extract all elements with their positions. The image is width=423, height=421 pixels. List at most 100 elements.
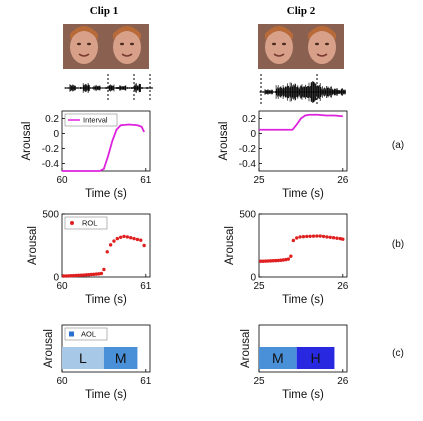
legend-label: AOL	[81, 330, 96, 339]
data-point	[139, 238, 143, 242]
data-point	[291, 238, 296, 243]
panel-label-c: (c)	[392, 348, 404, 359]
y-tick-label: -0.2	[42, 144, 60, 155]
data-point	[82, 273, 86, 277]
data-point	[99, 271, 104, 276]
x-axis-label: Time (s)	[282, 389, 324, 401]
legend: ROL	[64, 216, 108, 230]
data-point	[308, 234, 312, 239]
x-tick-label: 60	[56, 281, 68, 292]
panel-label-a: (a)	[392, 140, 404, 151]
x-tick-label: 61	[140, 175, 152, 186]
level-label-L: L	[79, 350, 87, 366]
data-point	[281, 258, 286, 262]
y-tick-label: -0.4	[42, 159, 60, 170]
plot-scatter-r1-c0: 60 61 500 0 Time (s) Arousal ROL	[27, 210, 152, 307]
x-axis-label: Time (s)	[85, 389, 127, 401]
legend-label: Interval	[83, 116, 108, 125]
data-point	[72, 273, 76, 278]
y-tick-label: -0.4	[239, 159, 257, 170]
data-point	[125, 235, 130, 239]
legend-swatch	[69, 331, 74, 337]
series-line	[259, 113, 343, 131]
data-point	[311, 234, 316, 238]
x-tick-label: 60	[56, 175, 68, 186]
level-label-M: M	[272, 350, 284, 366]
data-point	[258, 259, 263, 263]
audio-waveform-clip-1	[64, 74, 153, 101]
level-label-M: M	[115, 350, 127, 366]
data-point	[269, 259, 273, 263]
plot-frame	[61, 213, 151, 278]
data-point	[92, 272, 96, 277]
y-axis-label: Arousal	[21, 122, 33, 161]
plot-frame	[258, 213, 348, 278]
plot-bar-r2-c0: 60 61 Time (s) Arousal L M AOL	[43, 324, 152, 401]
x-tick-label: 61	[140, 376, 152, 387]
data-point	[118, 235, 123, 240]
y-tick-label: 0.2	[45, 114, 59, 125]
y-tick-label: 500	[239, 210, 256, 221]
data-point	[84, 273, 89, 277]
data-point	[331, 235, 336, 240]
data-point	[67, 274, 71, 278]
data-point	[266, 259, 270, 263]
data-point	[74, 273, 78, 278]
data-point	[315, 234, 319, 238]
plot-scatter-r1-c1: 25 26 500 0 Time (s) Arousal	[224, 210, 349, 307]
data-point	[115, 236, 120, 241]
y-axis-label: Arousal	[240, 329, 252, 368]
data-point	[261, 259, 265, 263]
panel-label-b: (b)	[392, 239, 404, 250]
data-point	[94, 272, 99, 276]
data-point	[61, 274, 66, 278]
data-point	[122, 234, 126, 239]
x-tick-label: 25	[253, 376, 265, 387]
data-point	[64, 274, 68, 278]
data-point	[112, 239, 116, 243]
data-point	[298, 235, 302, 239]
x-axis-label: Time (s)	[282, 188, 324, 200]
data-point	[264, 259, 268, 263]
legend-label: ROL	[82, 219, 97, 228]
x-tick-label: 26	[337, 281, 349, 292]
x-tick-label: 25	[253, 175, 265, 186]
data-point	[318, 234, 322, 238]
y-axis-label: Arousal	[218, 122, 230, 161]
data-point	[301, 234, 306, 239]
legend-box	[64, 216, 108, 230]
data-point	[321, 234, 326, 239]
data-point	[97, 272, 101, 276]
data-point	[295, 236, 299, 240]
data-point	[271, 259, 275, 263]
data-point	[135, 237, 140, 242]
data-point	[286, 257, 291, 261]
level-segment-H	[296, 347, 335, 369]
plot-bar-r2-c1: 25 26 Time (s) Arousal M H	[240, 324, 349, 401]
legend: AOL	[64, 327, 108, 341]
plot-line-r0-c1: 25 26 0.2 0 -0.2 -0.4 Time (s) Arousal	[218, 110, 349, 200]
plot-frame	[258, 110, 348, 172]
x-tick-label: 25	[253, 281, 265, 292]
series-line	[62, 123, 145, 172]
data-point	[105, 250, 109, 254]
data-point	[328, 235, 332, 240]
level-label-H: H	[311, 350, 321, 366]
data-point	[108, 243, 113, 247]
y-tick-label: 0.2	[242, 114, 256, 125]
plot-frame	[61, 110, 151, 172]
legend-swatch	[70, 221, 74, 225]
audio-waveform-clip-2	[259, 74, 346, 106]
x-axis-label: Time (s)	[85, 188, 127, 200]
data-point	[274, 258, 278, 263]
plot-line-r0-c0: 60 61 0.2 0 -0.2 -0.4 Time (s) Arousal Interval	[21, 110, 152, 200]
level-segment-M	[103, 347, 138, 369]
x-tick-label: 60	[56, 376, 68, 387]
legend-box	[64, 113, 118, 127]
data-point	[335, 236, 339, 240]
y-tick-label: -0.2	[239, 144, 257, 155]
data-point	[77, 273, 81, 278]
data-point	[89, 272, 94, 277]
data-point	[341, 237, 345, 241]
x-axis-label: Time (s)	[85, 294, 127, 306]
